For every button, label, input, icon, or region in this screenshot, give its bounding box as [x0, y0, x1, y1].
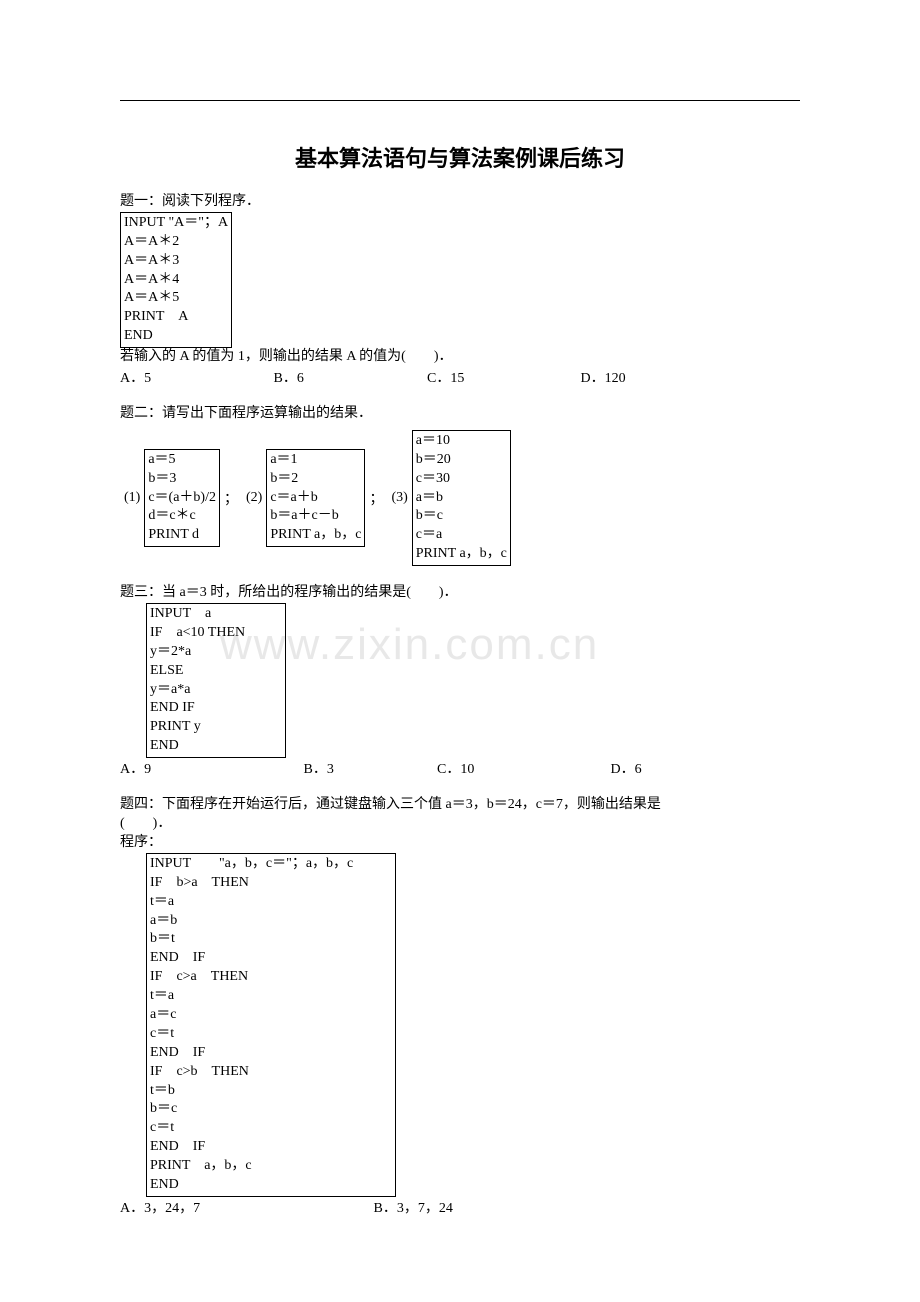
code-line: a＝5	[148, 451, 216, 470]
code-line: c＝30	[416, 470, 507, 489]
q3-opt-b: B．3	[304, 758, 434, 778]
q2-label-3: (3)	[391, 490, 407, 506]
code-line: t＝a	[150, 987, 392, 1006]
q2-sep-1: ；	[224, 488, 238, 508]
code-line: y＝2*a	[150, 643, 282, 662]
question-3: 题三：当 a＝3 时，所给出的程序输出的结果是( )． INPUT a IF a…	[120, 584, 800, 778]
code-line: c＝t	[150, 1119, 392, 1138]
code-line: IF a<10 THEN	[150, 624, 282, 643]
q2-sep-2: ；	[369, 488, 383, 508]
code-line: b＝a＋c－b	[270, 507, 361, 526]
code-line: a＝b	[416, 489, 507, 508]
q2-label-2: (2)	[246, 490, 262, 506]
code-line: INPUT a	[150, 605, 282, 624]
q4-options: A．3，24，7 B．3，7，24	[120, 1197, 800, 1217]
code-line: y＝a*a	[150, 681, 282, 700]
code-line: b＝3	[148, 470, 216, 489]
page-title: 基本算法语句与算法案例课后练习	[120, 141, 800, 173]
code-line: ELSE	[150, 662, 282, 681]
q1-options: A．5 B．6 C．15 D．120	[120, 367, 800, 387]
code-line: END IF	[150, 699, 282, 718]
code-line: b＝c	[416, 507, 507, 526]
code-line: A＝A＊4	[124, 271, 228, 290]
top-rule	[120, 100, 800, 101]
code-line: b＝c	[150, 1100, 392, 1119]
q4-opt-a: A．3，24，7	[120, 1197, 370, 1217]
code-line: PRINT a，b，c	[416, 545, 507, 564]
code-line: IF b>a THEN	[150, 874, 392, 893]
q2-code-2: a＝1 b＝2 c＝a＋b b＝a＋c－b PRINT a，b，c	[266, 449, 365, 547]
q1-prompt: 题一：阅读下列程序．	[120, 193, 800, 212]
question-1: 题一：阅读下列程序． INPUT "A＝"；A A＝A＊2 A＝A＊3 A＝A＊…	[120, 193, 800, 387]
question-4: 题四：下面程序在开始运行后，通过键盘输入三个值 a＝3，b＝24，c＝7，则输出…	[120, 796, 800, 1217]
q4-code-box: INPUT "a，b，c＝"；a，b，c IF b>a THEN t＝a a＝b…	[146, 853, 396, 1197]
q2-label-1: (1)	[124, 490, 140, 506]
code-line: A＝A＊2	[124, 233, 228, 252]
code-line: A＝A＊3	[124, 252, 228, 271]
code-line: PRINT d	[148, 526, 216, 545]
q3-options: A．9 B．3 C．10 D．6	[120, 758, 800, 778]
q4-prompt-1: 题四：下面程序在开始运行后，通过键盘输入三个值 a＝3，b＝24，c＝7，则输出…	[120, 796, 800, 815]
q1-opt-c: C．15	[427, 367, 577, 387]
code-line: PRINT a，b，c	[270, 526, 361, 545]
code-line: PRINT a，b，c	[150, 1157, 392, 1176]
code-line: a＝10	[416, 432, 507, 451]
code-line: END	[150, 737, 282, 756]
code-line: c＝t	[150, 1025, 392, 1044]
code-line: END	[150, 1176, 392, 1195]
code-line: INPUT "A＝"；A	[124, 214, 228, 233]
code-line: c＝(a＋b)/2	[148, 489, 216, 508]
code-line: t＝a	[150, 893, 392, 912]
code-line: a＝b	[150, 912, 392, 931]
code-line: END IF	[150, 1138, 392, 1157]
q4-opt-b: B．3，7，24	[374, 1197, 453, 1217]
code-line: END	[124, 327, 228, 346]
code-line: t＝b	[150, 1082, 392, 1101]
code-line: A＝A＊5	[124, 289, 228, 308]
q3-opt-d: D．6	[611, 758, 642, 778]
q1-code-box: INPUT "A＝"；A A＝A＊2 A＝A＊3 A＝A＊4 A＝A＊5 PRI…	[120, 212, 232, 348]
q4-prompt-3: 程序：	[120, 834, 800, 853]
code-line: INPUT "a，b，c＝"；a，b，c	[150, 855, 392, 874]
code-line: END IF	[150, 949, 392, 968]
code-line: a＝c	[150, 1006, 392, 1025]
code-line: b＝2	[270, 470, 361, 489]
code-line: PRINT y	[150, 718, 282, 737]
code-line: END IF	[150, 1044, 392, 1063]
code-line: IF c>a THEN	[150, 968, 392, 987]
code-line: b＝20	[416, 451, 507, 470]
code-line: a＝1	[270, 451, 361, 470]
code-line: d＝c＊c	[148, 507, 216, 526]
code-line: c＝a	[416, 526, 507, 545]
q3-code-box: INPUT a IF a<10 THEN y＝2*a ELSE y＝a*a EN…	[146, 603, 286, 758]
code-line: c＝a＋b	[270, 489, 361, 508]
q1-opt-b: B．6	[274, 367, 424, 387]
q3-opt-a: A．9	[120, 758, 300, 778]
code-line: b＝t	[150, 930, 392, 949]
q1-opt-d: D．120	[581, 367, 626, 387]
question-2: 题二：请写出下面程序运算输出的结果． (1) a＝5 b＝3 c＝(a＋b)/2…	[120, 405, 800, 566]
code-line: PRINT A	[124, 308, 228, 327]
q3-prompt: 题三：当 a＝3 时，所给出的程序输出的结果是( )．	[120, 584, 800, 603]
q3-opt-c: C．10	[437, 758, 607, 778]
code-line: IF c>b THEN	[150, 1063, 392, 1082]
q2-code-1: a＝5 b＝3 c＝(a＋b)/2 d＝c＊c PRINT d	[144, 449, 220, 547]
q2-code-3: a＝10 b＝20 c＝30 a＝b b＝c c＝a PRINT a，b，c	[412, 430, 511, 566]
q4-prompt-2: ( )．	[120, 815, 800, 834]
q1-opt-a: A．5	[120, 367, 270, 387]
q1-after: 若输入的 A 的值为 1，则输出的结果 A 的值为( )．	[120, 348, 800, 367]
q2-prompt: 题二：请写出下面程序运算输出的结果．	[120, 405, 800, 424]
